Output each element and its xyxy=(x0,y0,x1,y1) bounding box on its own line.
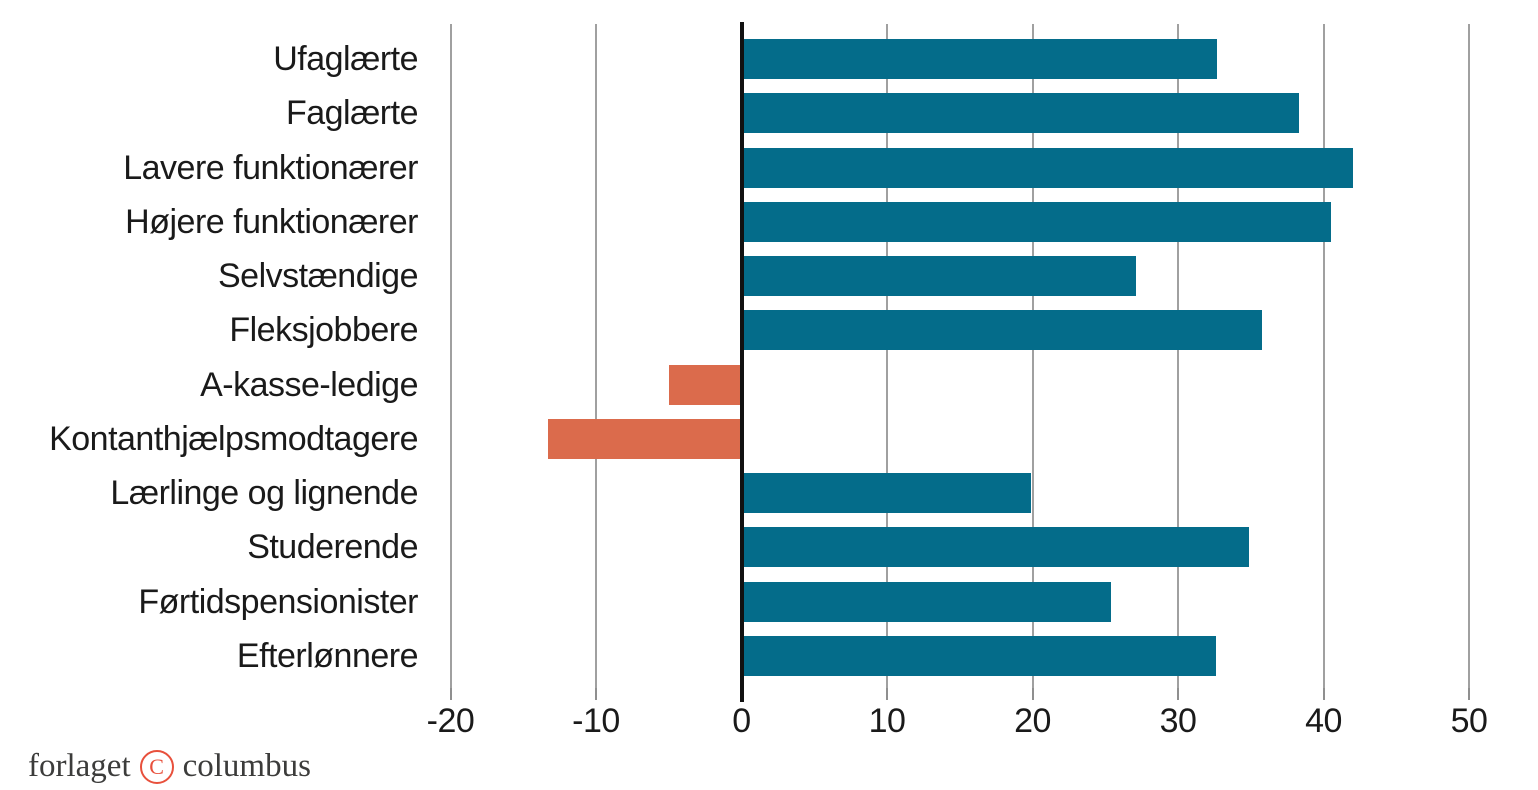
x-axis-tick xyxy=(886,688,888,700)
bar-lavere-funktionærer xyxy=(741,147,1353,188)
category-label: Selvstændige xyxy=(217,257,419,296)
copyright-letter: C xyxy=(149,753,164,779)
gridline-10 xyxy=(886,24,888,688)
x-tick-label: 40 xyxy=(1305,702,1342,740)
bar-ufaglærte xyxy=(741,39,1218,79)
zero-axis-line xyxy=(739,22,744,702)
x-tick-label: 50 xyxy=(1450,702,1488,740)
x-tick-label: 30 xyxy=(1159,702,1197,740)
copyright-circle-icon: C xyxy=(139,749,174,784)
category-label: Efterlønnere xyxy=(236,636,419,675)
x-axis-tick xyxy=(595,688,597,700)
category-label: Ufaglærte xyxy=(273,40,418,78)
publisher-logo: forlaget C columbus xyxy=(28,748,311,785)
category-label: Lærlinge og lignende xyxy=(110,474,418,513)
x-tick-label: 0 xyxy=(732,702,751,740)
bar-førtidspensionister xyxy=(741,581,1112,622)
gridline-50 xyxy=(1468,24,1470,688)
category-label: A-kasse-ledige xyxy=(200,365,418,404)
category-label: Førtidspensionister xyxy=(138,582,418,621)
bar-fleksjobbere xyxy=(741,310,1263,351)
gridline-20 xyxy=(1031,24,1034,688)
gridline--10 xyxy=(595,24,597,688)
bar-faglærte xyxy=(741,93,1299,134)
gridline--20 xyxy=(449,24,452,688)
logo-text-forlaget: forlaget xyxy=(28,748,131,784)
x-axis-tick xyxy=(1322,688,1325,700)
x-tick-label: -10 xyxy=(572,702,620,740)
x-axis-tick xyxy=(1177,688,1179,700)
x-axis-tick xyxy=(1468,688,1470,700)
bar-kontanthjælpsmodtagere xyxy=(547,418,742,459)
bar-efterlønnere xyxy=(741,635,1216,676)
category-label: Studerende xyxy=(247,528,418,567)
category-label: Lavere funktionærer xyxy=(123,148,418,187)
bar-studerende xyxy=(741,527,1250,568)
x-axis-tick xyxy=(449,688,452,700)
x-tick-label: 10 xyxy=(868,702,906,740)
category-label: Kontanthjælpsmodtagere xyxy=(49,419,418,458)
logo-text-columbus: columbus xyxy=(182,748,311,784)
category-label: Fleksjobbere xyxy=(229,311,418,350)
category-label: Højere funktionærer xyxy=(125,202,418,241)
bar-selvstændige xyxy=(741,256,1136,297)
x-tick-label: 20 xyxy=(1014,702,1051,740)
x-tick-label: -20 xyxy=(426,702,475,740)
x-axis-tick xyxy=(1031,688,1034,700)
bar-lærlinge-og-lignende xyxy=(741,473,1032,514)
bar-højere-funktionærer xyxy=(741,201,1331,242)
gridline-40 xyxy=(1322,24,1325,688)
gridline-30 xyxy=(1177,24,1179,688)
bar-a-kasse-ledige xyxy=(668,364,742,405)
category-label: Faglærte xyxy=(285,94,419,133)
